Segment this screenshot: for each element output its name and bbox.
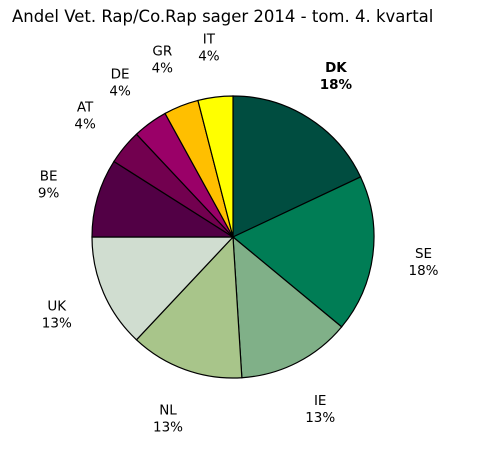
pie-slices bbox=[91, 95, 375, 379]
pie-slice-ie bbox=[232, 235, 343, 379]
slice-label-de: DE bbox=[111, 67, 130, 83]
slice-label-dk: DK bbox=[325, 60, 347, 76]
pie-slice-be bbox=[91, 160, 236, 238]
pie-slice-uk bbox=[91, 236, 235, 341]
slice-percent-be: 9% bbox=[38, 185, 60, 201]
slice-percent-at: 4% bbox=[74, 117, 96, 133]
pie-labels: DK18%SE18%IE13%NL13%UK13%BE9%AT4%DE4%GR4… bbox=[38, 32, 439, 436]
slice-percent-dk: 18% bbox=[320, 77, 353, 93]
slice-percent-ie: 13% bbox=[305, 410, 335, 426]
slice-percent-de: 4% bbox=[109, 84, 131, 100]
slice-percent-uk: 13% bbox=[42, 315, 72, 331]
slice-percent-se: 18% bbox=[408, 263, 438, 279]
slice-percent-it: 4% bbox=[198, 49, 220, 65]
slice-label-nl: NL bbox=[159, 403, 177, 419]
pie-slice-dk bbox=[232, 95, 362, 238]
slice-label-ie: IE bbox=[314, 393, 327, 409]
chart-title: Andel Vet. Rap/Co.Rap sager 2014 - tom. … bbox=[12, 7, 433, 26]
slice-label-at: AT bbox=[77, 100, 94, 116]
slice-label-be: BE bbox=[40, 168, 58, 184]
slice-label-se: SE bbox=[415, 246, 432, 262]
pie-slice-se bbox=[231, 176, 375, 328]
slice-label-it: IT bbox=[203, 32, 216, 48]
slice-percent-gr: 4% bbox=[152, 61, 174, 77]
slice-label-uk: UK bbox=[47, 298, 67, 314]
pie-slice-nl bbox=[135, 235, 243, 379]
slice-percent-nl: 13% bbox=[153, 420, 183, 436]
slice-label-gr: GR bbox=[152, 44, 172, 60]
pie-slice-it bbox=[197, 95, 234, 238]
